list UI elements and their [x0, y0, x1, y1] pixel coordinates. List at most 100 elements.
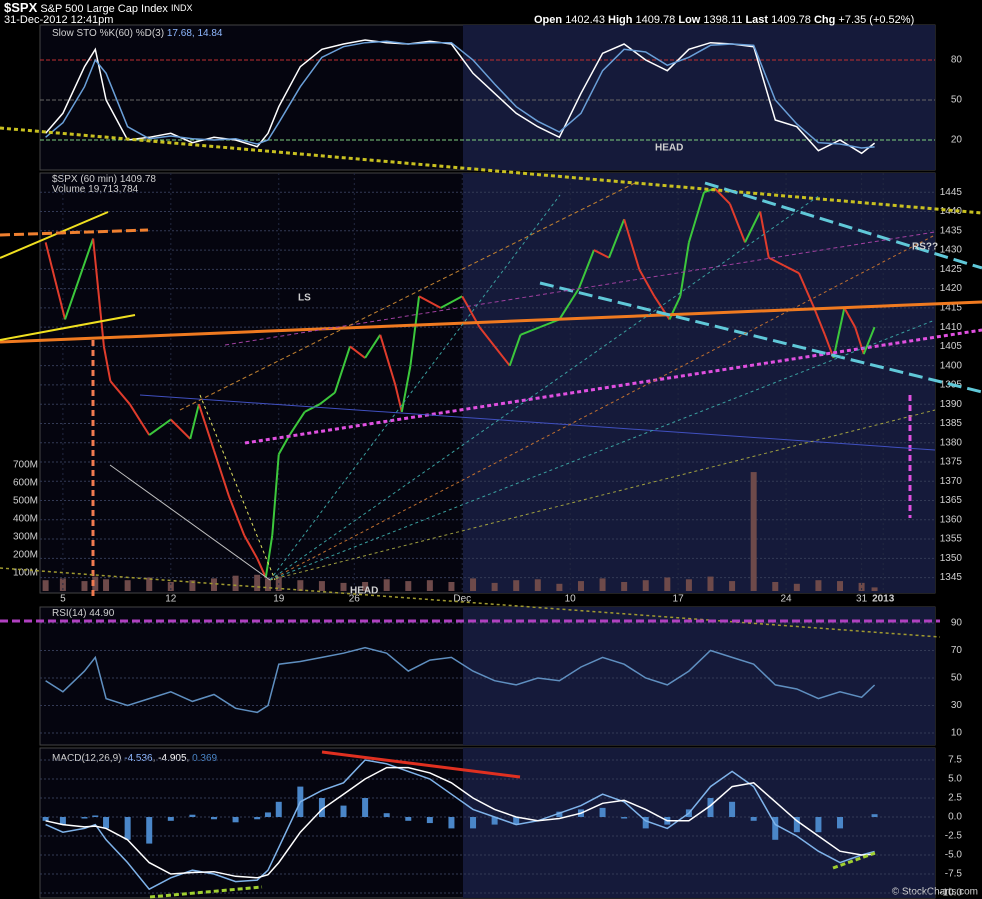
price-segment [394, 384, 403, 413]
volume-bar [167, 581, 174, 591]
q-value: 1402.43 [565, 14, 605, 26]
price-segment [593, 249, 610, 259]
price-segment [843, 307, 857, 328]
trendline [0, 300, 982, 344]
price-segment [197, 403, 215, 451]
volume-bar [793, 583, 800, 591]
volume-bar [189, 580, 196, 591]
volume-bar [297, 580, 304, 591]
volume-bar [470, 578, 477, 591]
y-tick-label: 1420 [940, 283, 963, 294]
price-segment [364, 334, 382, 359]
price-segment [798, 272, 816, 309]
histogram-bar [513, 816, 520, 825]
y2-tick-label: 700M [13, 460, 38, 471]
annotation: RS?? [912, 242, 938, 253]
price-segment [508, 334, 522, 366]
y-tick-label: -2.5 [945, 831, 963, 842]
price-segment [728, 203, 746, 243]
histogram-bar [146, 816, 153, 844]
y-tick-label: 1425 [940, 264, 963, 275]
price-segment [277, 434, 291, 455]
trendline [224, 231, 936, 346]
annotation: HEAD [655, 143, 683, 154]
trendline [0, 314, 136, 341]
histogram-bar [383, 813, 390, 817]
title-value: -4.536 [124, 753, 153, 764]
price-segment [213, 450, 231, 497]
volume-bar [772, 581, 779, 591]
x-tick-label: 19 [273, 594, 285, 605]
histogram-bar [124, 816, 131, 840]
histogram-bar [59, 816, 66, 825]
volume-bar [729, 581, 736, 591]
price-segment [92, 238, 105, 347]
volume-bar [254, 574, 261, 591]
volume-bar [264, 578, 271, 591]
price-segment [189, 403, 200, 440]
line [45, 646, 876, 714]
title-value: -4.905 [158, 753, 187, 764]
y-tick-label: 1375 [940, 457, 963, 468]
price-segment [271, 454, 280, 536]
title: Slow STO %K(60) %D(3) [52, 28, 164, 39]
volume-bar [448, 581, 455, 591]
price-segment [832, 307, 846, 359]
price-segment [409, 296, 421, 366]
y-tick-label: -5.0 [945, 850, 963, 861]
title-value: 19,713,784 [88, 184, 138, 195]
price-title: $SPX (60 min) 1409.78 [52, 174, 156, 185]
price-segment [623, 218, 641, 270]
y-tick-label: 1380 [940, 437, 963, 448]
price-segment [256, 557, 267, 578]
macd-title: MACD(12,26,9) -4.536, -4.905, 0.369 [52, 753, 218, 764]
price-segment [64, 238, 95, 320]
histogram-bar [318, 798, 325, 817]
histogram-bar [707, 798, 714, 817]
y-tick-label: 50 [951, 673, 963, 684]
volume-bar [871, 587, 878, 591]
y-tick-label: 70 [951, 645, 963, 656]
histogram-bar [491, 816, 498, 825]
y-tick-label: 80 [951, 55, 963, 66]
price-segment [813, 307, 826, 336]
annotation: HEAD [350, 586, 378, 597]
volume-bar [232, 575, 239, 591]
histogram-bar [275, 801, 282, 817]
sto-title: Slow STO %K(60) %D(3) 17.68, 14.84 [52, 28, 223, 39]
histogram-bar [750, 816, 757, 821]
q-label: Low [678, 14, 700, 26]
trendline [149, 885, 263, 899]
price-segment [418, 295, 442, 309]
price-segment [44, 242, 67, 320]
y-tick-label: 1410 [940, 322, 963, 333]
price-segment [558, 288, 580, 320]
title: $SPX (60 min) [52, 174, 117, 185]
price-segment [493, 345, 511, 367]
trendline [0, 126, 982, 215]
x-tick-label: 10 [565, 594, 577, 605]
shade [463, 173, 935, 593]
volume-bar [92, 576, 99, 591]
y-tick-label: 1370 [940, 476, 963, 487]
histogram-bar [254, 816, 261, 820]
price-segment [264, 535, 274, 578]
histogram-bar [81, 816, 88, 819]
x-tick-label: 31 [856, 594, 868, 605]
q-label: High [608, 14, 633, 26]
y-tick-label: 1390 [940, 399, 963, 410]
y2-tick-label: 500M [13, 496, 38, 507]
y-tick-label: -7.5 [945, 869, 963, 880]
volume-bar [858, 582, 865, 591]
volume-bar [146, 577, 153, 591]
title-values: 17.68, 14.84 [167, 28, 223, 39]
price-segment [783, 264, 800, 275]
price-segment [288, 411, 306, 436]
title-value: 0.369 [192, 753, 217, 764]
trendlines: HEAD LS HEAD RS?? [0, 126, 982, 899]
histogram-bar [556, 811, 563, 817]
price-segment [520, 326, 541, 336]
title: Volume [52, 184, 86, 195]
y-tick-label: 0.0 [948, 812, 962, 823]
